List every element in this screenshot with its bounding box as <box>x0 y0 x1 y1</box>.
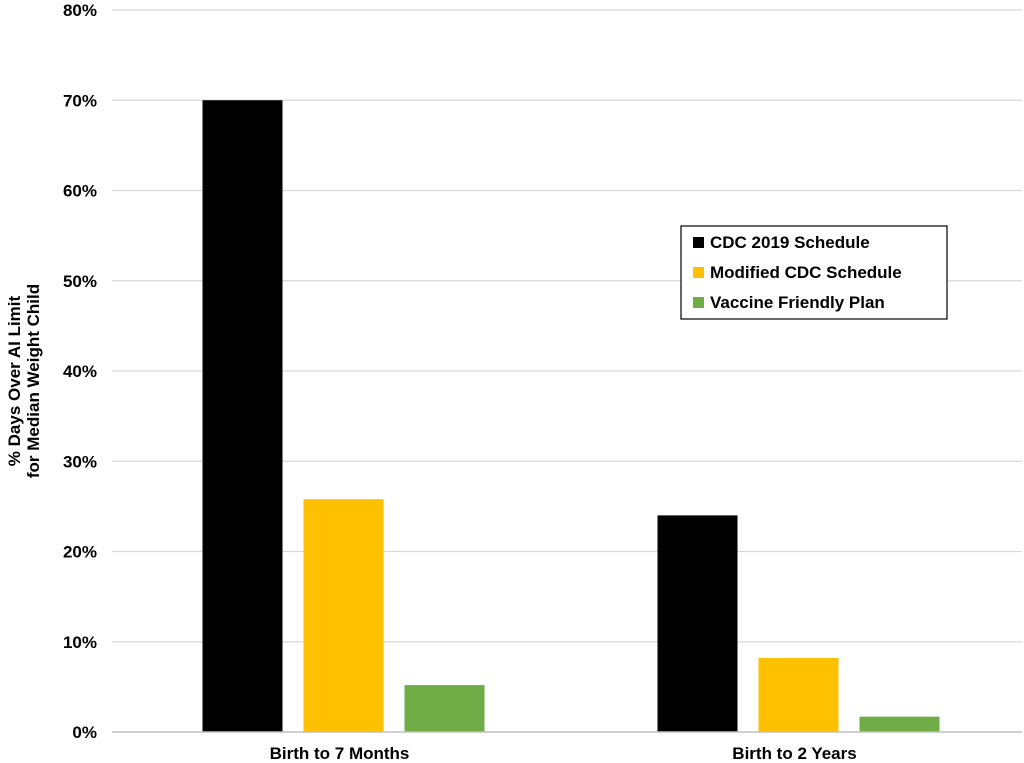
bar <box>859 716 940 732</box>
legend-entry: Modified CDC Schedule <box>710 263 902 282</box>
legend-swatch <box>693 237 704 248</box>
legend-swatch <box>693 297 704 308</box>
y-axis-label-line-1: % Days Over AI Limit <box>5 295 24 466</box>
bar <box>202 100 283 732</box>
bar <box>404 685 485 732</box>
y-tick-label: 30% <box>63 452 97 471</box>
bar <box>657 515 738 732</box>
bar <box>758 657 839 732</box>
x-category-label: Birth to 7 Months <box>270 744 410 763</box>
y-tick-label: 50% <box>63 272 97 291</box>
y-tick-label: 80% <box>63 1 97 20</box>
y-axis-ticks: 0% 10% 20% 30% 40% 50% 60% 70% 80% <box>63 1 97 742</box>
y-tick-label: 20% <box>63 543 97 562</box>
y-tick-label: 60% <box>63 182 97 201</box>
y-tick-label: 0% <box>72 723 97 742</box>
bar <box>303 499 384 732</box>
y-tick-label: 40% <box>63 362 97 381</box>
y-tick-label: 10% <box>63 633 97 652</box>
legend-swatch <box>693 267 704 278</box>
legend-entry: CDC 2019 Schedule <box>710 233 870 252</box>
y-tick-label: 70% <box>63 91 97 110</box>
y-axis-label-line-2: for Median Weight Child <box>24 284 43 478</box>
legend-box <box>680 225 948 320</box>
x-axis-categories: Birth to 7 Months Birth to 2 Years <box>270 744 857 763</box>
x-category-label: Birth to 2 Years <box>732 744 856 763</box>
legend-entry: Vaccine Friendly Plan <box>710 293 885 312</box>
legend: CDC 2019 Schedule Modified CDC Schedule Va… <box>680 225 948 320</box>
bars <box>202 100 940 732</box>
